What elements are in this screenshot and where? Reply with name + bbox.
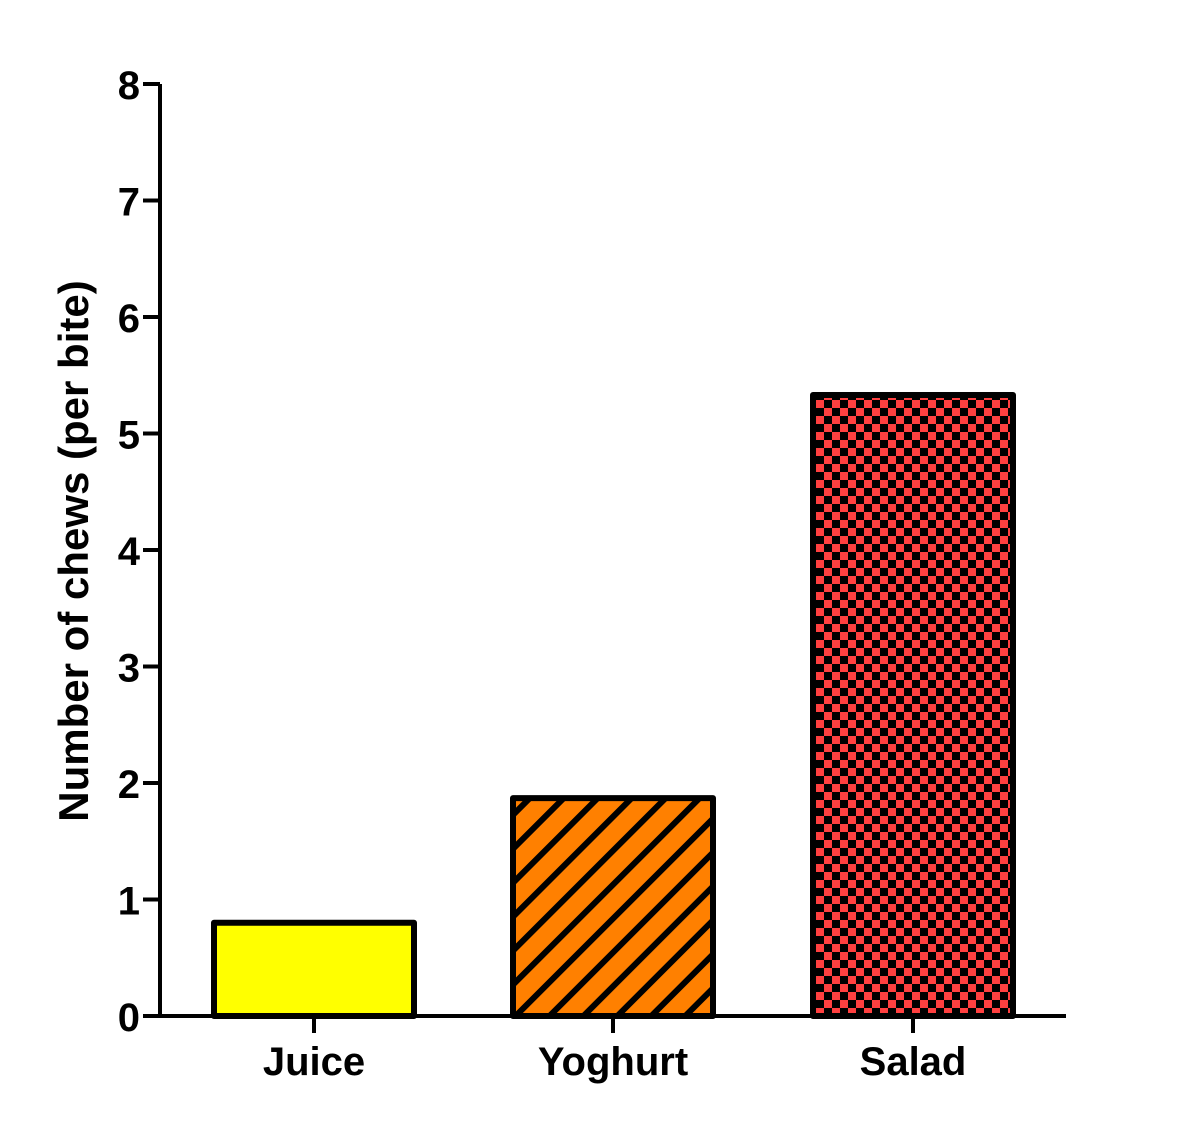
y-tick-label-6: 6: [118, 297, 140, 341]
y-tick-label-0: 0: [118, 996, 140, 1040]
x-tick-label-salad: Salad: [860, 1040, 967, 1084]
y-tick-label-4: 4: [118, 530, 141, 574]
bar-juice: [211, 919, 417, 1019]
y-tick-label-8: 8: [118, 64, 140, 108]
x-tick-label-juice: Juice: [263, 1040, 365, 1084]
y-tick-label-2: 2: [118, 763, 140, 807]
y-tick-label-3: 3: [118, 647, 140, 691]
axes-group: 0 1 2 3 4 5 6 7 8 Juice Yoghurt Salad: [118, 64, 1066, 1084]
x-tick-label-yoghurt: Yoghurt: [538, 1040, 688, 1084]
y-axis-title: Number of chews (per bite): [50, 280, 97, 821]
y-tick-label-7: 7: [118, 181, 140, 225]
bar-yoghurt: [510, 795, 716, 1020]
y-tick-label-5: 5: [118, 414, 140, 458]
y-tick-label-1: 1: [118, 880, 140, 924]
bars-group: [211, 392, 1016, 1020]
bar-salad: [810, 392, 1016, 1019]
